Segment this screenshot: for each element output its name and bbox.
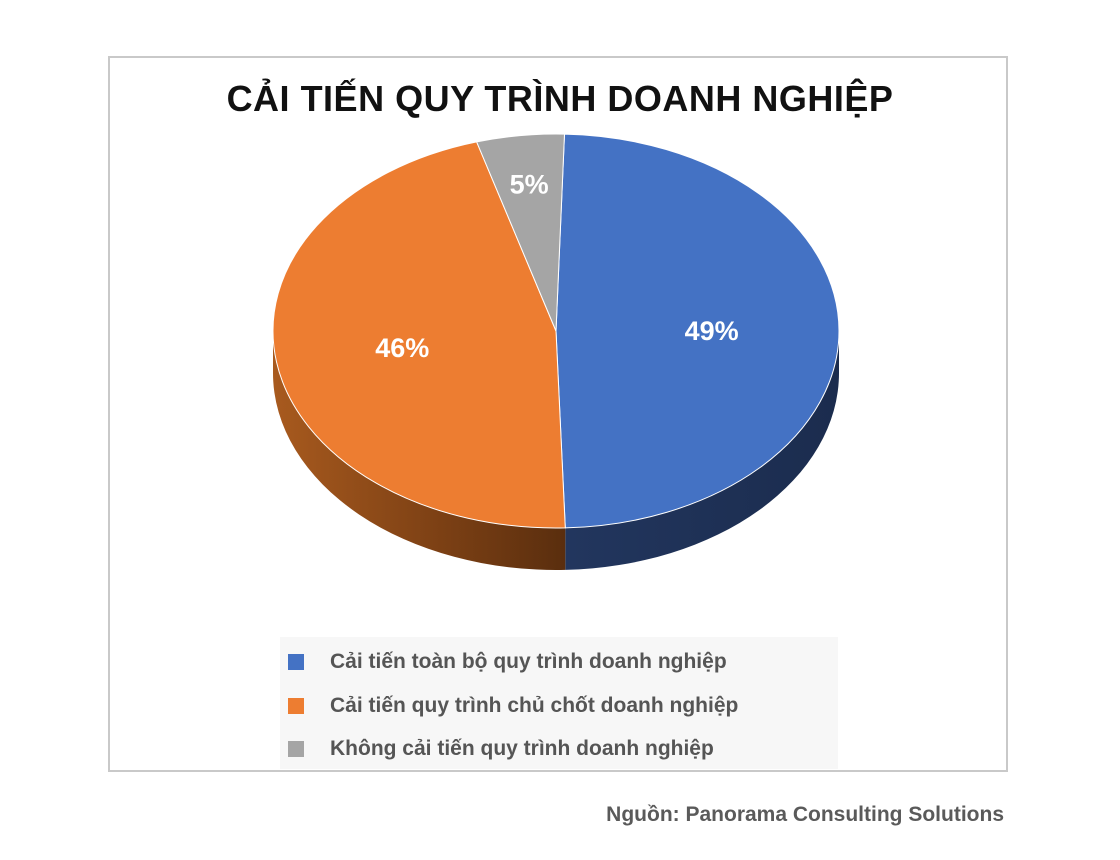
- legend-label: Cải tiến toàn bộ quy trình doanh nghiệp: [330, 650, 727, 673]
- pie-slice: [475, 133, 566, 332]
- legend-label: Không cải tiến quy trình doanh nghiệp: [330, 737, 714, 760]
- legend-swatch: [288, 741, 304, 757]
- legend-label: Cải tiến quy trình chủ chốt doanh nghiệp: [330, 694, 739, 717]
- legend: Cải tiến toàn bộ quy trình doanh nghiệp …: [280, 637, 838, 769]
- pie-slice: [272, 141, 566, 529]
- chart-title: CẢI TIẾN QUY TRÌNH DOANH NGHIỆP: [226, 78, 894, 119]
- slice-data-label: 46%: [375, 333, 429, 363]
- legend-swatch: [288, 698, 304, 714]
- pie-slice-side: [565, 331, 839, 570]
- pie-slice-side: [273, 331, 566, 571]
- pie-slice: [555, 133, 840, 529]
- source-note: Nguồn: Panorama Consulting Solutions: [606, 803, 1004, 826]
- legend-swatch: [288, 654, 304, 670]
- slice-data-label: 5%: [510, 169, 549, 199]
- slice-data-label: 49%: [685, 316, 739, 346]
